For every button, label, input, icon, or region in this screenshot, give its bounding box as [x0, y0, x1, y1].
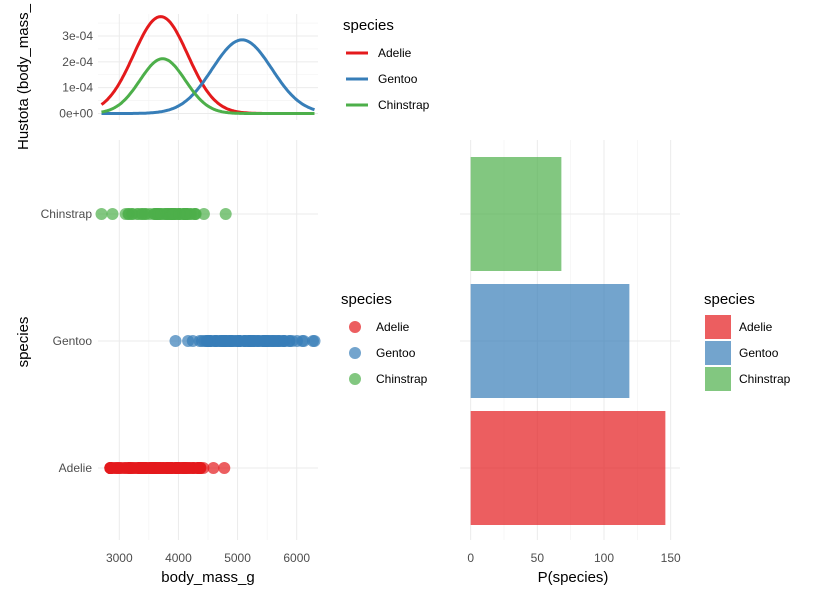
bar-legend-key-chinstrap — [705, 367, 731, 391]
bar-x-ticks: 0 50 100 150 — [467, 551, 681, 565]
scatter-point-gentoo — [247, 335, 260, 347]
scatter-y-tick-label: Chinstrap — [41, 207, 93, 221]
scatter-point-chinstrap — [106, 208, 119, 220]
density-line-chinstrap — [101, 57, 315, 115]
bar-legend-title: species — [704, 291, 755, 308]
scatter-point-adelie — [136, 462, 149, 474]
scatter-point-chinstrap — [119, 208, 132, 220]
scatter-y-tick-label: Gentoo — [53, 334, 93, 348]
density-legend: species Adelie Gentoo Chinstrap — [343, 17, 430, 112]
bar-legend-key-gentoo — [705, 341, 731, 365]
bar-x-tick-label: 100 — [594, 551, 614, 565]
density-panel: 0e+00 1e-04 2e-04 3e-04 Hustota (body_mass_ — [15, 3, 318, 150]
density-line-gentoo — [101, 38, 315, 115]
bar-legend-label-chinstrap: Chinstrap — [739, 372, 791, 386]
density-legend-label-adelie: Adelie — [378, 46, 412, 60]
scatter-point-chinstrap — [219, 208, 232, 220]
bar-panel: 0 50 100 150 P(species) — [460, 140, 681, 586]
bar-legend-key-adelie — [705, 315, 731, 339]
scatter-point-chinstrap — [95, 208, 108, 220]
scatter-point-gentoo — [219, 335, 232, 347]
scatter-point-chinstrap — [136, 208, 149, 220]
scatter-point-gentoo — [238, 335, 251, 347]
scatter-point-adelie — [163, 462, 175, 474]
scatter-point-gentoo — [297, 335, 310, 347]
scatter-legend-key-gentoo — [349, 347, 361, 359]
scatter-point-adelie — [115, 462, 128, 474]
scatter-legend-label-adelie: Adelie — [376, 320, 410, 334]
bar-legend: species Adelie Gentoo Chinstrap — [704, 291, 791, 391]
scatter-point-adelie — [104, 462, 117, 474]
scatter-point-gentoo — [307, 335, 319, 347]
scatter-panel: Adelie Gentoo Chinstrap 3000 4000 5000 6000 b… — [15, 140, 321, 586]
bar-rects — [470, 157, 666, 525]
scatter-x-axis-title: body_mass_g — [161, 569, 254, 586]
scatter-point-chinstrap — [197, 208, 210, 220]
scatter-y-ticks: Adelie Gentoo Chinstrap — [41, 207, 93, 475]
bar-x-tick-label: 0 — [467, 551, 474, 565]
scatter-legend-title: species — [341, 291, 392, 308]
density-y-tick-label: 0e+00 — [59, 107, 93, 121]
scatter-point-adelie — [154, 462, 167, 474]
scatter-point-adelie — [178, 462, 191, 474]
density-grid — [98, 14, 318, 120]
scatter-y-tick-label: Adelie — [59, 461, 93, 475]
scatter-x-tick-label: 3000 — [106, 551, 133, 565]
bar-legend-label-gentoo: Gentoo — [739, 346, 779, 360]
density-y-tick-label: 2e-04 — [62, 55, 93, 69]
scatter-point-gentoo — [169, 335, 182, 347]
scatter-point-gentoo — [200, 335, 213, 347]
scatter-x-tick-label: 4000 — [165, 551, 192, 565]
scatter-legend-label-gentoo: Gentoo — [376, 346, 416, 360]
scatter-point-adelie — [207, 462, 220, 474]
density-legend-title: species — [343, 17, 394, 34]
bar-legend-label-adelie: Adelie — [739, 320, 773, 334]
bar-chinstrap — [470, 157, 562, 271]
scatter-point-chinstrap — [179, 208, 192, 220]
scatter-x-tick-label: 5000 — [224, 551, 251, 565]
bar-x-tick-label: 150 — [661, 551, 681, 565]
scatter-legend-key-adelie — [349, 321, 361, 333]
density-lines — [100, 15, 315, 115]
density-y-tick-label: 1e-04 — [62, 81, 93, 95]
scatter-points — [95, 208, 321, 474]
density-y-tick-label: 3e-04 — [62, 29, 93, 43]
scatter-legend-label-chinstrap: Chinstrap — [376, 372, 428, 386]
scatter-legend-key-chinstrap — [349, 373, 361, 385]
scatter-point-adelie — [193, 462, 206, 474]
bar-x-tick-label: 50 — [531, 551, 545, 565]
scatter-point-adelie — [218, 462, 231, 474]
bar-x-axis-title: P(species) — [538, 569, 609, 586]
scatter-x-ticks: 3000 4000 5000 6000 — [106, 551, 310, 565]
scatter-point-chinstrap — [152, 208, 165, 220]
density-legend-label-gentoo: Gentoo — [378, 72, 418, 86]
bar-adelie — [470, 411, 666, 525]
density-y-axis-title: Hustota (body_mass_ — [15, 3, 32, 150]
density-y-ticks: 0e+00 1e-04 2e-04 3e-04 — [59, 29, 93, 121]
scatter-x-tick-label: 6000 — [283, 551, 310, 565]
bar-gentoo — [470, 284, 630, 398]
scatter-point-gentoo — [182, 335, 195, 347]
scatter-point-gentoo — [228, 335, 241, 347]
scatter-legend: species Adelie Gentoo Chinstrap — [341, 291, 428, 386]
density-legend-label-chinstrap: Chinstrap — [378, 98, 430, 112]
scatter-point-gentoo — [267, 335, 280, 347]
scatter-point-chinstrap — [167, 208, 180, 220]
scatter-y-axis-title: species — [15, 317, 32, 368]
